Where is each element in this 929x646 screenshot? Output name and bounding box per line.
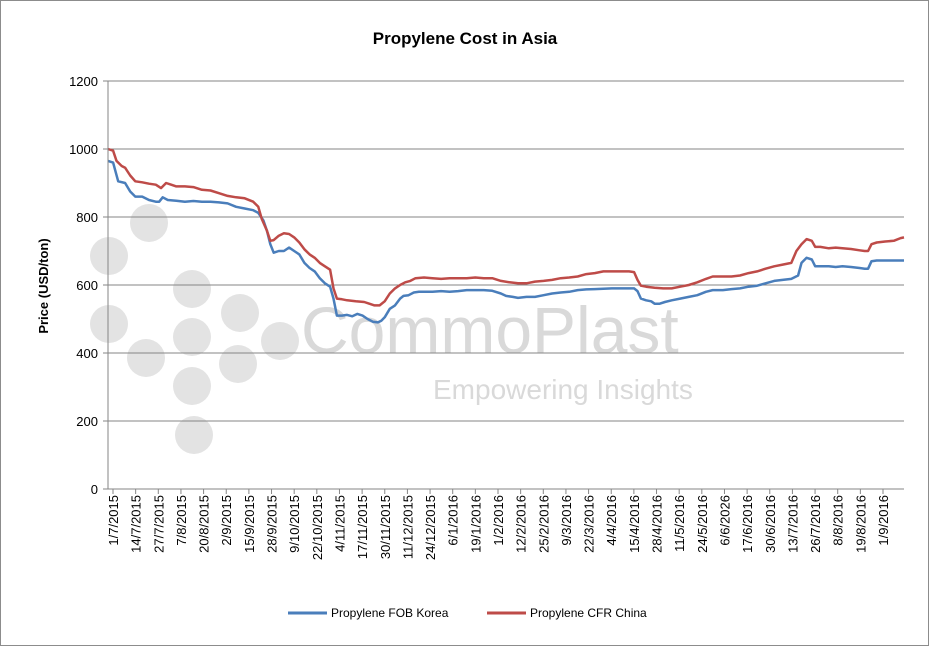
- x-tick-label: 17/11/2015: [355, 495, 370, 559]
- x-tick-label: 30/11/2015: [378, 495, 393, 559]
- x-tick-label: 22/10/2015: [310, 495, 325, 560]
- watermark-dot: [90, 237, 128, 275]
- y-tick-label: 400: [76, 346, 98, 361]
- x-tick-label: 15/4/2016: [627, 495, 642, 553]
- watermark-dot: [219, 345, 257, 383]
- x-axis-ticks: 1/7/2015 14/7/2015 27/7/2015 7/8/2015 20/8/2…: [106, 489, 891, 560]
- y-gridlines: [108, 80, 904, 422]
- watermark-logo: [90, 204, 299, 454]
- x-tick-label: 28/9/2015: [265, 495, 280, 553]
- watermark-dot: [173, 270, 211, 308]
- watermark-dot: [90, 305, 128, 343]
- watermark-dot: [221, 294, 259, 332]
- x-tick-label: 7/8/2015: [174, 495, 189, 546]
- x-tick-label: 9/10/2015: [287, 495, 302, 553]
- watermark-brand: CommoPlast: [301, 293, 679, 367]
- x-tick-label: 1/7/2015: [106, 495, 121, 546]
- watermark-dot: [175, 416, 213, 454]
- x-tick-label: 17/6/2016: [740, 495, 755, 553]
- x-tick-label: 13/7/2016: [785, 495, 800, 553]
- x-tick-label: 6/6/2026: [717, 495, 732, 546]
- chart-title: Propylene Cost in Asia: [373, 29, 558, 48]
- x-tick-label: 6/1/2016: [446, 495, 461, 546]
- x-tick-label: 1/2/2016: [491, 495, 506, 546]
- x-tick-label: 4/4/2016: [604, 495, 619, 546]
- watermark-tagline: Empowering Insights: [433, 374, 693, 405]
- x-tick-label: 27/7/2015: [151, 495, 166, 553]
- y-tick-label: 1000: [69, 142, 98, 157]
- legend-label-cfr-china: Propylene CFR China: [530, 606, 647, 620]
- x-tick-label: 19/8/2016: [853, 495, 868, 553]
- x-tick-label: 11/12/2015: [400, 495, 415, 559]
- x-tick-label: 9/3/2016: [559, 495, 574, 546]
- x-tick-label: 19/1/2016: [468, 495, 483, 553]
- y-tick-label: 800: [76, 210, 98, 225]
- watermark-dot: [130, 204, 168, 242]
- legend-label-fob-korea: Propylene FOB Korea: [331, 606, 449, 620]
- x-tick-label: 22/3/2016: [582, 495, 597, 553]
- x-tick-label: 20/8/2015: [197, 495, 212, 553]
- series-line-fob-korea: [107, 159, 904, 324]
- x-tick-label: 26/7/2016: [808, 495, 823, 553]
- y-tick-label: 200: [76, 414, 98, 429]
- y-tick-label: 0: [91, 482, 98, 497]
- x-tick-label: 24/5/2016: [695, 495, 710, 553]
- x-tick-label: 14/7/2015: [129, 495, 144, 553]
- x-tick-label: 11/5/2016: [672, 495, 687, 552]
- series-line-cfr-china: [107, 147, 905, 307]
- watermark-dot: [173, 318, 211, 356]
- x-tick-label: 12/2/2016: [514, 495, 529, 553]
- legend: Propylene FOB Korea Propylene CFR China: [288, 606, 647, 620]
- watermark-dot: [127, 339, 165, 377]
- x-tick-label: 8/8/2016: [831, 495, 846, 546]
- x-tick-label: 24/12/2015: [423, 495, 438, 560]
- watermark-dot: [261, 322, 299, 360]
- x-tick-label: 15/9/2015: [242, 495, 257, 553]
- x-tick-label: 25/2/2016: [536, 495, 551, 553]
- watermark: CommoPlast Empowering Insights: [90, 204, 693, 454]
- series-group: [107, 147, 905, 324]
- watermark-dot: [173, 367, 211, 405]
- y-axis-ticks: 0 200 400 600 800 1000 1200: [69, 74, 108, 497]
- x-tick-label: 2/9/2015: [219, 495, 234, 546]
- x-tick-label: 30/6/2016: [763, 495, 778, 553]
- x-tick-label: 4/11/2015: [332, 495, 347, 552]
- x-tick-label: 1/9/2016: [876, 495, 891, 546]
- y-tick-label: 1200: [69, 74, 98, 89]
- y-tick-label: 600: [76, 278, 98, 293]
- y-axis-title: Price (USD/ton): [36, 238, 51, 333]
- x-tick-label: 28/4/2016: [650, 495, 665, 553]
